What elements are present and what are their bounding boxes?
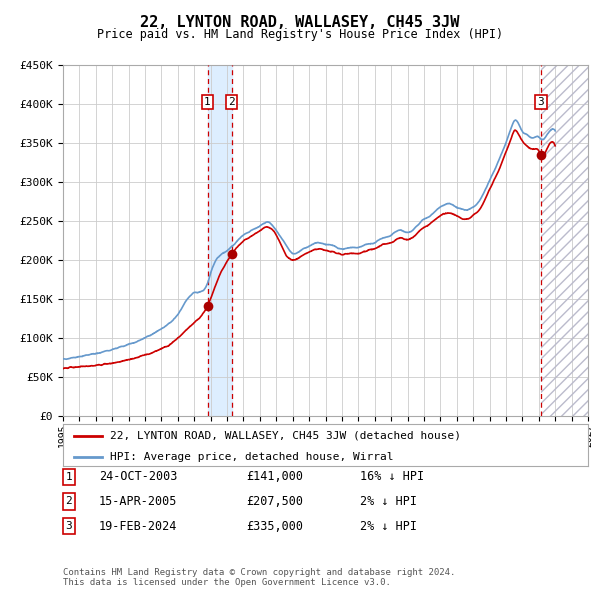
Text: 24-OCT-2003: 24-OCT-2003 [99,470,178,483]
Text: 3: 3 [538,97,544,107]
Text: 15-APR-2005: 15-APR-2005 [99,495,178,508]
Text: 1: 1 [204,97,211,107]
Text: Contains HM Land Registry data © Crown copyright and database right 2024.
This d: Contains HM Land Registry data © Crown c… [63,568,455,587]
Text: 22, LYNTON ROAD, WALLASEY, CH45 3JW: 22, LYNTON ROAD, WALLASEY, CH45 3JW [140,15,460,30]
Text: 16% ↓ HPI: 16% ↓ HPI [360,470,424,483]
Text: HPI: Average price, detached house, Wirral: HPI: Average price, detached house, Wirr… [110,452,394,462]
Bar [208,65,232,416]
Text: £141,000: £141,000 [246,470,303,483]
Text: 2% ↓ HPI: 2% ↓ HPI [360,520,417,533]
Text: 2% ↓ HPI: 2% ↓ HPI [360,495,417,508]
Bar [541,65,588,416]
Bar [541,65,588,416]
Text: Price paid vs. HM Land Registry's House Price Index (HPI): Price paid vs. HM Land Registry's House … [97,28,503,41]
Text: £207,500: £207,500 [246,495,303,508]
Text: 1: 1 [65,472,73,481]
Text: 2: 2 [229,97,235,107]
Text: 2: 2 [65,497,73,506]
Text: 3: 3 [65,522,73,531]
Text: 19-FEB-2024: 19-FEB-2024 [99,520,178,533]
Text: £335,000: £335,000 [246,520,303,533]
Text: 22, LYNTON ROAD, WALLASEY, CH45 3JW (detached house): 22, LYNTON ROAD, WALLASEY, CH45 3JW (det… [110,431,461,441]
